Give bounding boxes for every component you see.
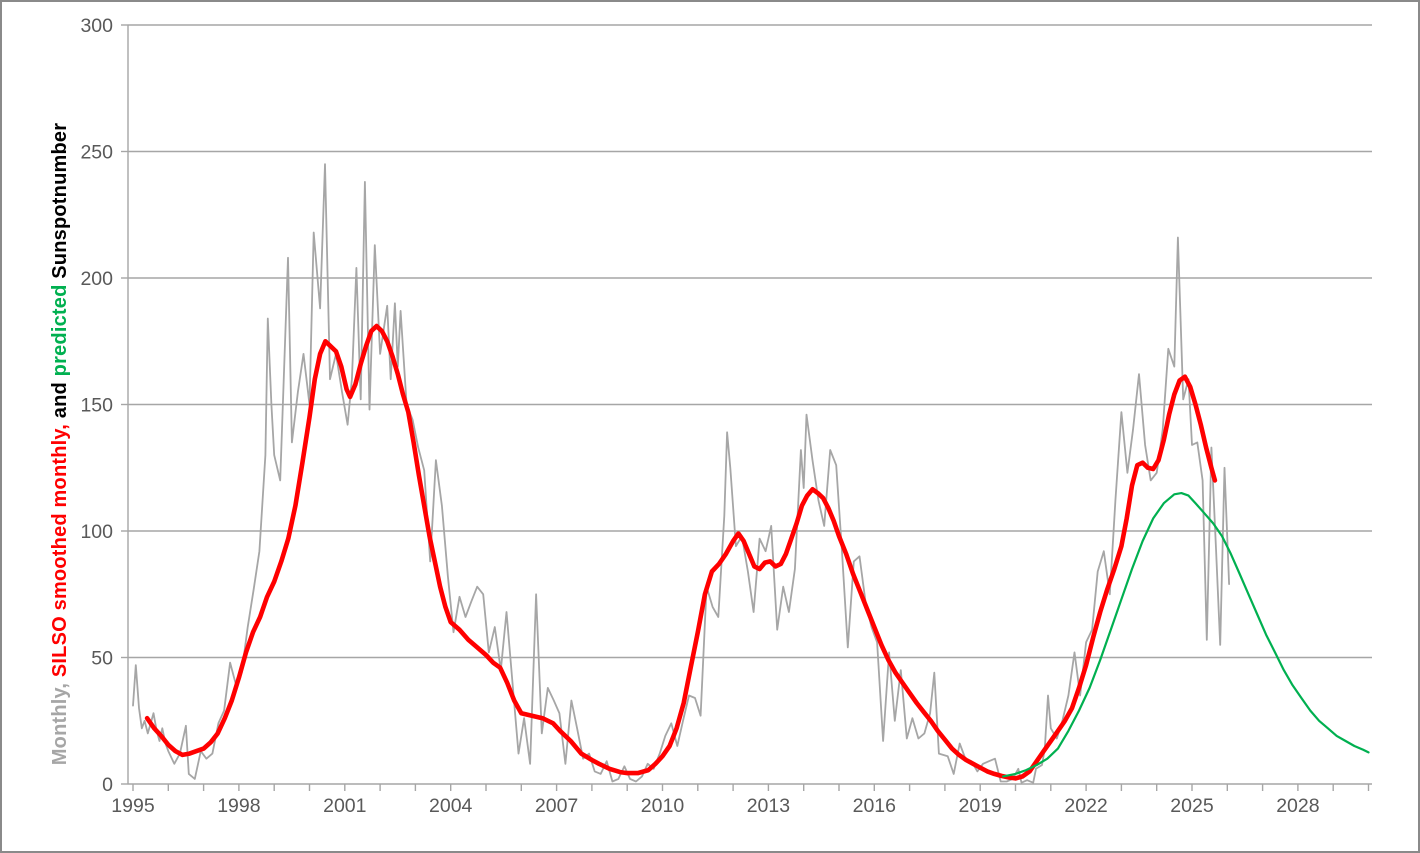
- x-tick-label-1995: 1995: [111, 795, 155, 817]
- y-axis-title-part-2: and: [49, 376, 71, 424]
- x-tick-label-2007: 2007: [535, 795, 578, 817]
- x-tick-label-2022: 2022: [1064, 795, 1107, 817]
- x-tick-label-2016: 2016: [853, 795, 896, 817]
- x-tick-label-1998: 1998: [217, 795, 260, 817]
- y-tick-label-200: 200: [80, 268, 113, 290]
- y-axis-title-part-0: Monthly,: [49, 682, 71, 766]
- predicted-series-line: [1001, 492, 1370, 778]
- monthly-series-line: [132, 163, 1230, 784]
- y-tick-label-300: 300: [80, 15, 113, 37]
- x-tick-label-2019: 2019: [959, 795, 1002, 817]
- y-tick-label-150: 150: [80, 395, 113, 417]
- y-tick-label-250: 250: [80, 142, 113, 164]
- y-tick-label-100: 100: [80, 521, 113, 543]
- y-axis-title: Monthly, SILSO smoothed monthly, and pre…: [46, 83, 74, 805]
- y-axis-title-part-4: Sunspotnumber: [49, 122, 71, 285]
- x-tick-label-2028: 2028: [1276, 795, 1319, 817]
- x-tick-label-2001: 2001: [323, 795, 366, 817]
- x-tick-label-2025: 2025: [1170, 795, 1214, 817]
- x-tick-label-2004: 2004: [429, 795, 473, 817]
- y-tick-label-50: 50: [91, 648, 113, 670]
- x-tick-label-2013: 2013: [747, 795, 790, 817]
- x-tick-label-2010: 2010: [641, 795, 685, 817]
- y-axis-title-part-1: SILSO smoothed monthly,: [49, 423, 71, 683]
- y-axis-title-part-3: predicted: [49, 284, 71, 377]
- smoothed-series-line: [144, 323, 1218, 781]
- y-tick-label-0: 0: [102, 774, 113, 796]
